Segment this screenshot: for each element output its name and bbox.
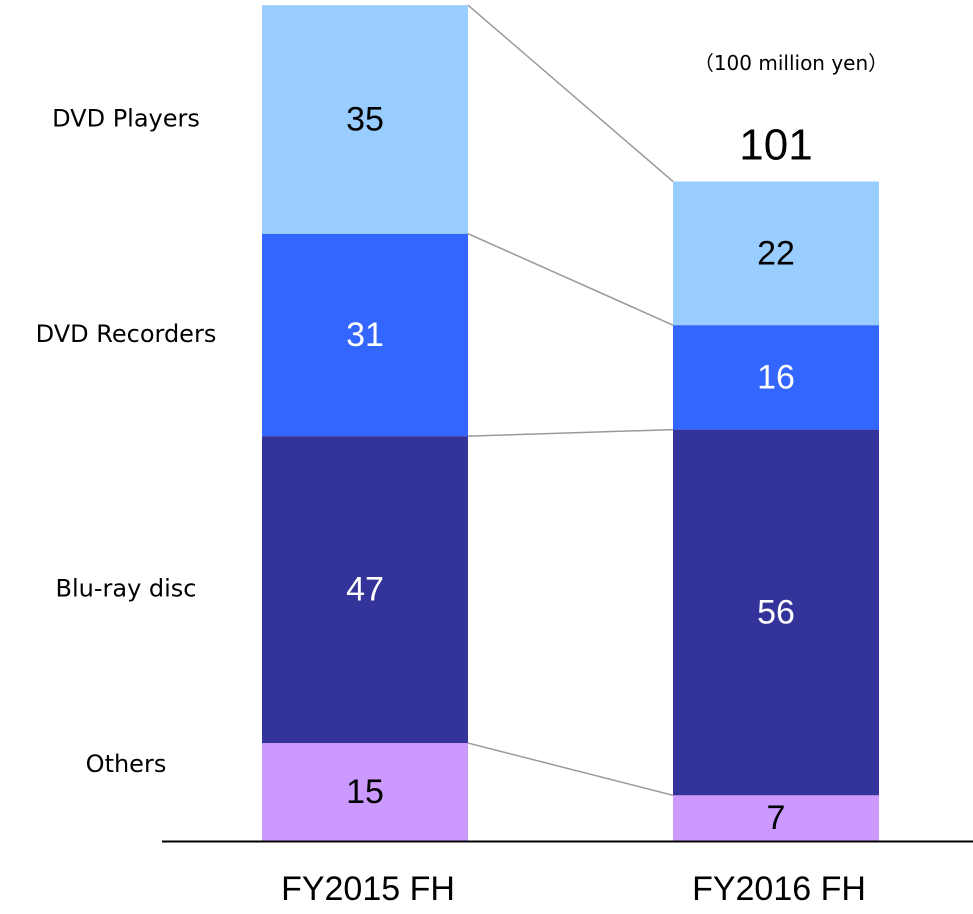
total-label-fy2016-fh: 101 (739, 120, 812, 169)
series-label-others: Others (86, 750, 167, 778)
segment-value-labels: 15 47 31 35 7 56 16 22 (346, 100, 795, 837)
bar-segments (262, 5, 879, 841)
bar-segment-dvd-recorders-fy2016-fh (673, 325, 879, 430)
connector-blu-ray-disc-top (467, 428, 674, 437)
connector-dvd-recorders-top (467, 233, 674, 326)
value-label-dvd-recorders-fy2015-fh: 31 (346, 316, 384, 354)
bar-segment-blu-ray-disc-fy2015-fh (262, 436, 468, 744)
series-label-dvd-recorders: DVD Recorders (36, 320, 217, 348)
value-label-others-fy2016-fh: 7 (767, 799, 786, 837)
value-label-blu-ray-disc-fy2016-fh: 56 (757, 593, 795, 631)
bar-segment-dvd-players-fy2015-fh (262, 5, 468, 234)
series-label-blu-ray-disc: Blu-ray disc (55, 575, 196, 603)
value-label-blu-ray-disc-fy2015-fh: 47 (346, 571, 384, 609)
bar-segment-others-fy2016-fh (673, 795, 879, 841)
total-labels: 128101 (739, 120, 812, 169)
bar-segment-dvd-players-fy2016-fh (673, 181, 879, 326)
connector-lines (467, 4, 674, 797)
connector-dvd-players-top (467, 4, 674, 183)
value-label-others-fy2015-fh: 15 (346, 773, 384, 811)
value-label-dvd-recorders-fy2016-fh: 16 (757, 358, 795, 396)
unit-label: （100 million yen） (694, 51, 888, 75)
value-label-dvd-players-fy2016-fh: 22 (757, 234, 795, 272)
bar-segment-others-fy2015-fh (262, 743, 468, 841)
series-label-dvd-players: DVD Players (52, 104, 200, 132)
bar-segment-dvd-recorders-fy2015-fh (262, 233, 468, 437)
value-label-dvd-players-fy2015-fh: 35 (346, 100, 384, 138)
category-labels: FY2015 FH FY2016 FH (281, 870, 866, 908)
category-label-fy2015-fh: FY2015 FH (281, 870, 455, 908)
bar-segment-blu-ray-disc-fy2016-fh (673, 429, 879, 796)
series-labels: Others Blu-ray disc DVD Recorders DVD Playe… (36, 104, 217, 778)
connector-others-top (467, 742, 674, 797)
category-label-fy2016-fh: FY2016 FH (692, 870, 866, 908)
